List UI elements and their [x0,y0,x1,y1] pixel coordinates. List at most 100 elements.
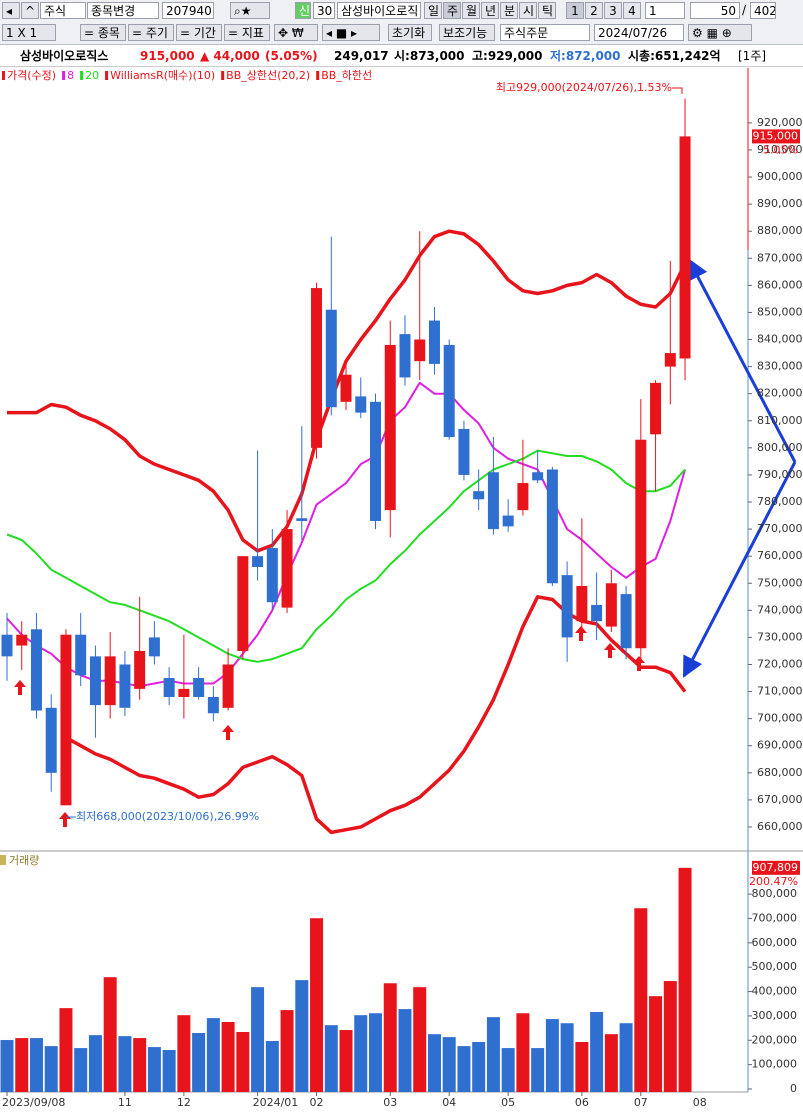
menu-button[interactable]: = 기간 [176,24,222,41]
volume-legend-marker [0,855,6,865]
volume-tick-label: 800,000 [752,887,798,900]
volume-bar [634,908,648,1092]
volume-bar [678,867,692,1092]
x-tick-label: 02 [310,1096,324,1109]
volume-bar [442,1037,456,1092]
candle-body [89,656,101,706]
code-input[interactable]: 207940 [162,2,214,19]
x-tick-label: 11 [118,1096,132,1109]
period-button[interactable]: 시 [519,2,537,19]
search-buttons[interactable]: ⌕★ [230,2,270,19]
icon-buttons[interactable]: ⚙ ▦ ⊕ [688,24,752,41]
x-tick-label: 2023/09/08 [2,1096,65,1109]
candle-body [16,634,28,646]
menu-button[interactable]: = 종목 [80,24,126,41]
period-button[interactable]: 틱 [538,2,556,19]
count-select[interactable]: 1 [645,2,685,19]
candle-body [443,344,455,438]
candle-body [148,637,160,657]
candle-body [104,656,116,706]
y-tick-label: 790,000 [757,468,803,481]
play-buttons[interactable]: ◂ ■ ▸ [322,24,380,41]
candle-body [561,575,573,638]
slot-button[interactable]: 2 [585,2,603,19]
buy-arrow [59,812,71,827]
up-button[interactable]: ^ [21,2,39,19]
period-button[interactable]: 월 [462,2,480,19]
quote-volume: 249,017 [334,49,389,63]
volume-bar [192,1032,206,1092]
volume-tag-change: 200.47% [749,875,798,888]
menu-button[interactable]: = 지표 [224,24,270,41]
credit: 신 [295,2,311,19]
y-tick-label: 660,000 [757,820,803,833]
period-button[interactable]: 주 [443,2,461,19]
volume-tick-label: 400,000 [752,985,798,998]
quote-rate: (5.05%) [265,49,318,63]
reset-button[interactable]: 초기화 [388,24,432,41]
volume-bar [531,1048,545,1092]
candle-body [266,548,278,603]
volume-bar [369,1013,382,1092]
date-input[interactable]: 2024/07/26 [594,24,684,41]
volume-bar [103,977,117,1092]
quote-change: ▲ 44,000 [200,49,260,63]
candle-body [620,594,632,649]
quote-open: 시:873,000 [394,49,465,63]
y-tick-label: 710,000 [757,685,803,698]
legend-label: 20 [85,69,99,82]
y-tick-label: 890,000 [757,197,803,210]
slot-button[interactable]: 3 [604,2,622,19]
credit-num: 30 [313,2,335,19]
candle-body [370,401,381,521]
prev-button[interactable]: ◂ [2,2,20,19]
volume-tick-label: 500,000 [752,960,798,973]
volume-tick-label: 300,000 [752,1009,798,1022]
volume-bar [15,1038,29,1092]
x-tick-label: 07 [634,1096,648,1109]
volume-bar [472,1041,486,1092]
candle-body [428,320,440,364]
period-button[interactable]: 일 [424,2,442,19]
count-input[interactable]: 50 [690,2,740,19]
legend-marker [2,71,5,80]
volume-bar [29,1038,43,1092]
separator: / [742,3,747,17]
slot-button[interactable]: 4 [623,2,641,19]
y-tick-label: 860,000 [757,278,803,291]
aux-button[interactable]: 보조기능 [439,24,495,41]
x-tick-label: 04 [442,1096,456,1109]
volume-bar [324,1025,338,1092]
buy-signals [14,626,645,827]
tool-buttons[interactable]: ✥ ₩ [274,24,318,41]
volume-tick-label: 200,000 [752,1033,798,1046]
candle-body [340,374,352,402]
volume-bar [516,1013,530,1092]
indicator-line [6,449,686,663]
market-select[interactable]: 주식 [40,2,86,19]
quote-name: 삼성바이오로직스 [20,49,109,63]
change-select[interactable]: 종목변경 [87,2,159,19]
volume-bar [44,1046,58,1092]
period-button[interactable]: 년 [481,2,499,19]
x-tick-label: 06 [575,1096,589,1109]
buy-arrow [222,725,234,740]
y-tick-label: 830,000 [757,360,803,373]
y-tick-label: 820,000 [757,387,803,400]
order-select[interactable]: 주식주문 [500,24,590,41]
y-tick-label: 720,000 [757,657,803,670]
volume-tag-label: 907,809 [753,861,799,874]
toolbar2: 1 X 1 = 종목 = 주기 = 기간 = 지표 ✥ ₩ ◂ ■ ▸ 초기화 보조기… [0,22,803,45]
period-button[interactable]: 분 [500,2,518,19]
volume-tick-label: 0 [790,1082,797,1095]
menu-button[interactable]: = 주기 [128,24,174,41]
legend-marker [316,71,320,80]
stock-name: 삼성바이오로직 [337,2,421,19]
candle-body [576,585,588,622]
x-tick-label: 12 [177,1096,191,1109]
quote-bar: 삼성바이오로직스 915,000 ▲ 44,000 (5.05%) 249,01… [0,46,803,67]
slot-button[interactable]: 1 [566,2,584,19]
price-tag-label: 915,000 [753,129,799,142]
layout-button[interactable]: 1 X 1 [2,24,56,41]
volume-bar [457,1046,471,1092]
